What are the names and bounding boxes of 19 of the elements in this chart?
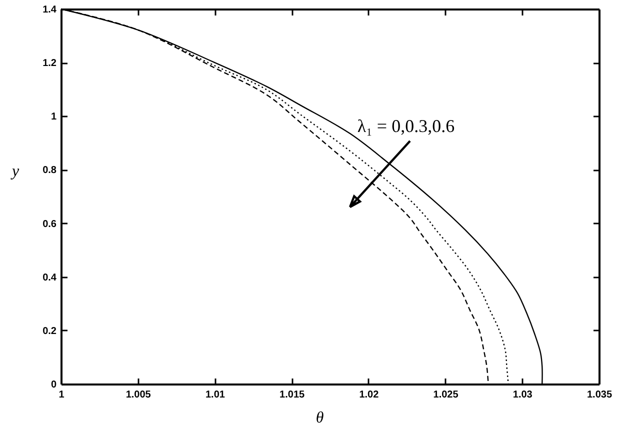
x-tick-label: 1.01 [205,390,226,400]
y-tick-label: 1.2 [42,58,57,70]
x-tick-label: 1.03 [512,390,533,400]
annotation: λ₁ = 0,0.3,0.6 [357,116,455,136]
x-tick-label: 1.02 [359,390,380,400]
y-tick-label: 0.2 [42,326,57,337]
x-tick-label: 1.035 [586,390,612,400]
y-tick-label: 1.4 [42,4,57,16]
x-tick-label: 1.015 [280,390,306,400]
y-tick-label: 0 [50,380,57,390]
y-tick-label: 0.8 [42,165,57,176]
x-axis-title: θ [316,410,324,423]
y-tick-label: 0.6 [42,218,57,230]
y-tick-label: 0.4 [42,272,57,284]
y-axis-title: y [10,162,20,180]
x-tick-label: 1.025 [433,390,459,400]
x-tick-label: 1 [58,390,65,400]
y-tick-label: 1 [50,112,57,123]
x-tick-label: 1.005 [126,390,152,400]
